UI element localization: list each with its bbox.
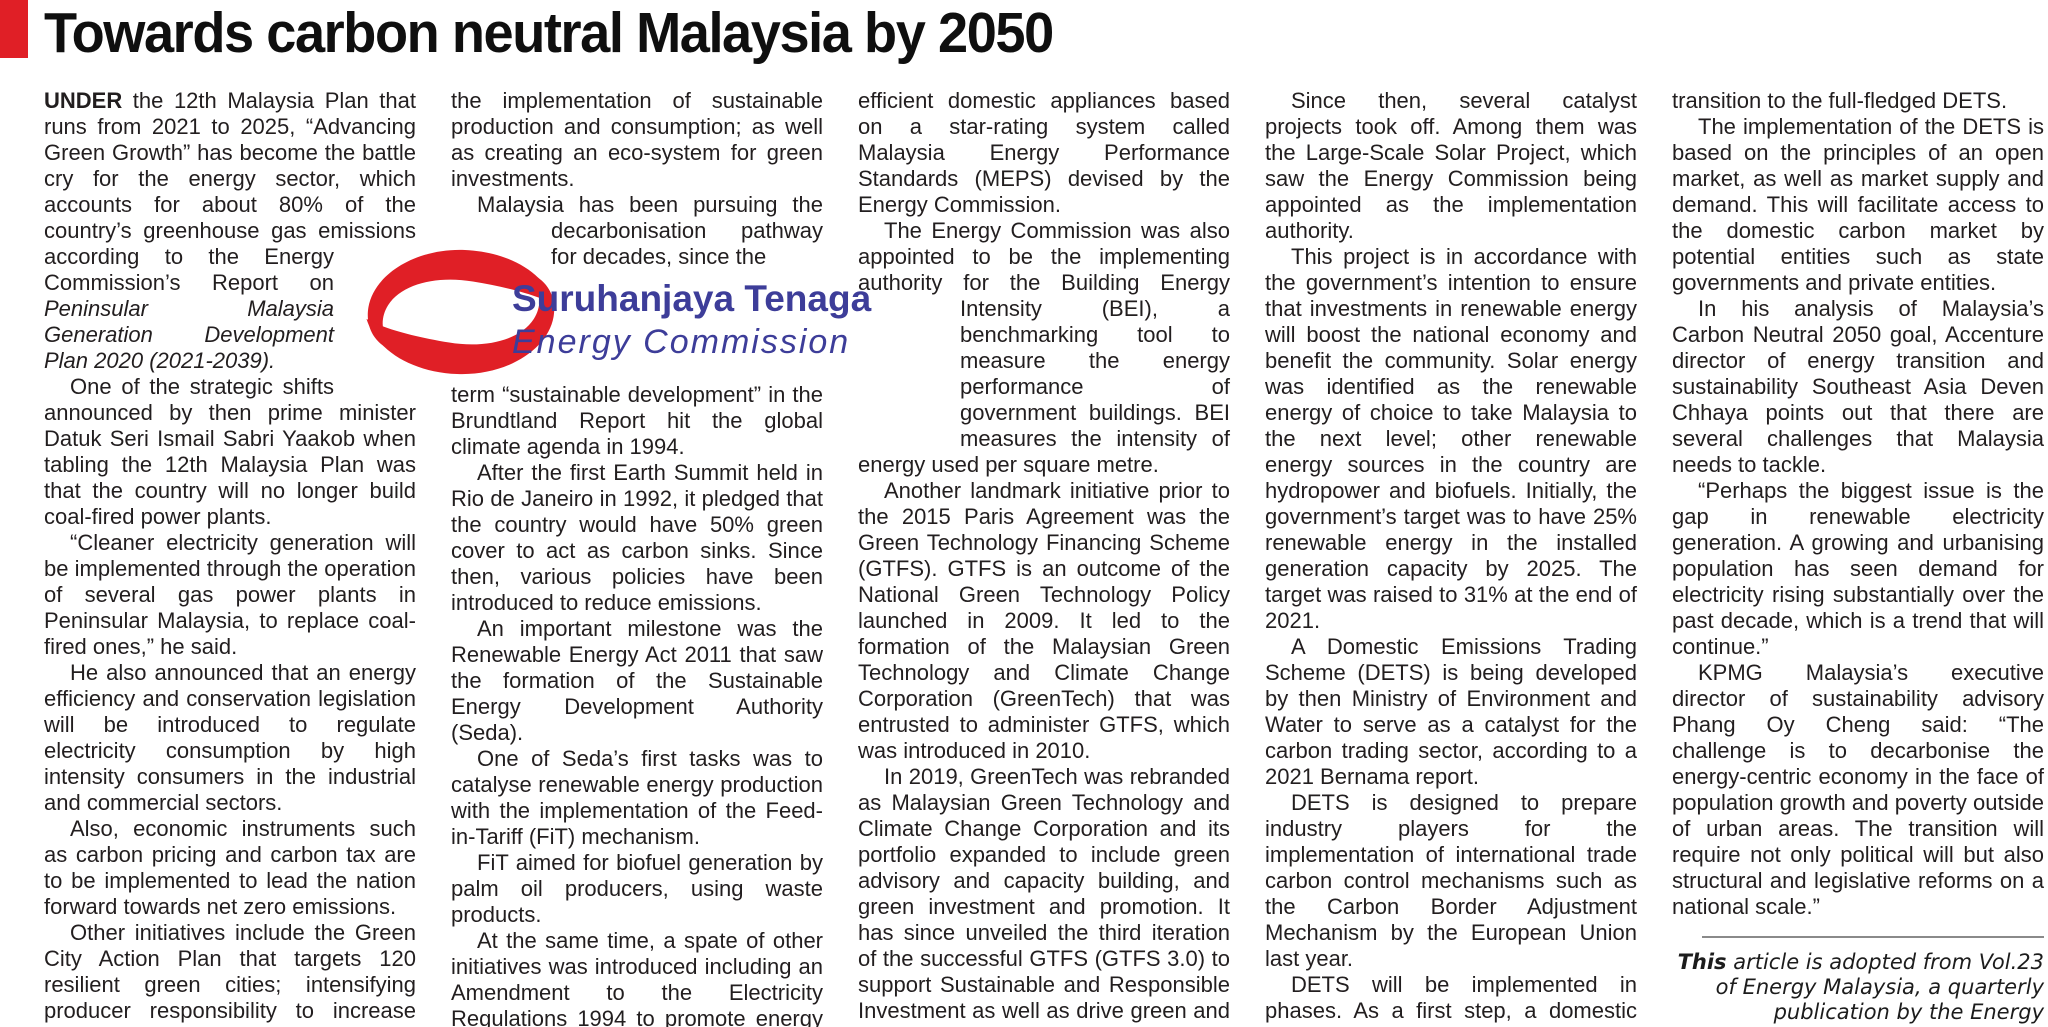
report-title-italic: Peninsular Malaysia Generation Developme… bbox=[44, 296, 334, 373]
lead-word: UNDER bbox=[44, 88, 123, 113]
paragraph: A Domestic Emissions Trading Scheme (DET… bbox=[1265, 634, 1637, 789]
note-divider bbox=[1702, 936, 2044, 938]
paragraph: transition to the full-fledged DETS. bbox=[1672, 88, 2008, 113]
paragraph: DETS will be implemented in phases. As a… bbox=[1265, 972, 1637, 1027]
note-lead-word: This bbox=[1677, 950, 1727, 974]
red-corner-accent bbox=[0, 0, 28, 58]
text-run: decarbonisation pathway for decades, sin… bbox=[551, 218, 823, 269]
logo-name-english: Energy Commission bbox=[512, 323, 851, 361]
paragraph: UNDER the 12th Malaysia Plan that runs f… bbox=[44, 88, 416, 374]
paragraph: DETS is designed to prepare industry pla… bbox=[1265, 790, 1637, 971]
text-run: term “sustainable development” in the Br… bbox=[451, 382, 823, 459]
paragraph: Also, economic instruments such as carbo… bbox=[44, 816, 416, 919]
paragraph: One of Seda’s first tasks was to catalys… bbox=[451, 746, 823, 849]
paragraph: The implementation of the DETS is based … bbox=[1672, 114, 2044, 295]
logo-wordmark: Suruhanjaya Tenaga Energy Commission bbox=[512, 278, 922, 362]
logo-swoosh-icon bbox=[366, 249, 556, 375]
paragraph: “Cleaner electricity generation will be … bbox=[44, 530, 416, 659]
text-run: Intensity (BEI), a benchmarking tool to … bbox=[858, 296, 1230, 477]
source-note: This article is adopted from Vol.23 of E… bbox=[1672, 936, 2044, 1027]
publication-name: Energy Malaysia bbox=[1742, 975, 1915, 999]
article-headline: Towards carbon neutral Malaysia by 2050 bbox=[44, 1, 1054, 65]
paragraph: At the same time, a spate of other initi… bbox=[451, 928, 823, 1027]
paragraph: Malaysia has been pursuing the decarboni… bbox=[451, 192, 823, 460]
text-run: the 12th Malaysia Plan that runs from 20… bbox=[44, 88, 416, 243]
suruhanjaya-tenaga-logo: Suruhanjaya Tenaga Energy Commission bbox=[362, 246, 922, 382]
logo-name-malay: Suruhanjaya Tenaga bbox=[512, 278, 872, 319]
text-run: The Energy Commission was also appointed… bbox=[858, 218, 1230, 295]
text-run: Malaysia has been pursuing the bbox=[477, 192, 823, 217]
paragraph: In 2019, GreenTech was rebranded as Mala… bbox=[858, 764, 1230, 1027]
paragraph: Other initiatives include the Green City… bbox=[44, 920, 416, 1023]
article-column-4: Since then, several catalyst projects to… bbox=[1265, 88, 1637, 1027]
text-run: article is adopted from Vol.23 of bbox=[1715, 950, 2044, 999]
article-column-5: transition to the full-fledged DETS. The… bbox=[1672, 88, 2044, 1027]
paragraph: One of the strategic shifts announced by… bbox=[44, 374, 416, 529]
text-run: , a quarterly publication by the Energy … bbox=[1706, 975, 2044, 1027]
paragraph: Another landmark initiative prior to the… bbox=[858, 478, 1230, 763]
paragraph: KPMG Malaysia’s executive director of su… bbox=[1672, 660, 2044, 919]
paragraph: After the first Earth Summit held in Rio… bbox=[451, 460, 823, 615]
article-column-1: UNDER the 12th Malaysia Plan that runs f… bbox=[44, 88, 416, 1027]
paragraph: In his analysis of Malaysia’s Carbon Neu… bbox=[1672, 296, 2044, 477]
article-body: UNDER the 12th Malaysia Plan that runs f… bbox=[44, 88, 2044, 1027]
paragraph: An important milestone was the Renewable… bbox=[451, 616, 823, 745]
paragraph: FiT aimed for biofuel generation by palm… bbox=[451, 850, 823, 927]
paragraph: This project is in accordance with the g… bbox=[1265, 244, 1637, 633]
paragraph: The Energy Commission was also appointed… bbox=[858, 218, 1230, 478]
article-column-3: efficient domestic appliances based on a… bbox=[858, 88, 1230, 1027]
paragraph: Since then, several catalyst projects to… bbox=[1265, 88, 1637, 243]
paragraph: “Perhaps the biggest issue is the gap in… bbox=[1672, 478, 2044, 659]
source-note-text: This article is adopted from Vol.23 of E… bbox=[1672, 950, 2044, 1027]
article-column-2: the implementation of sustainable produc… bbox=[451, 88, 823, 1027]
paragraph: efficient domestic appliances based on a… bbox=[858, 88, 1230, 217]
text-run: according to the Energy Commission’s Rep… bbox=[44, 244, 334, 295]
paragraph: He also announced that an energy efficie… bbox=[44, 660, 416, 815]
paragraph: the implementation of sustainable produc… bbox=[451, 88, 823, 191]
